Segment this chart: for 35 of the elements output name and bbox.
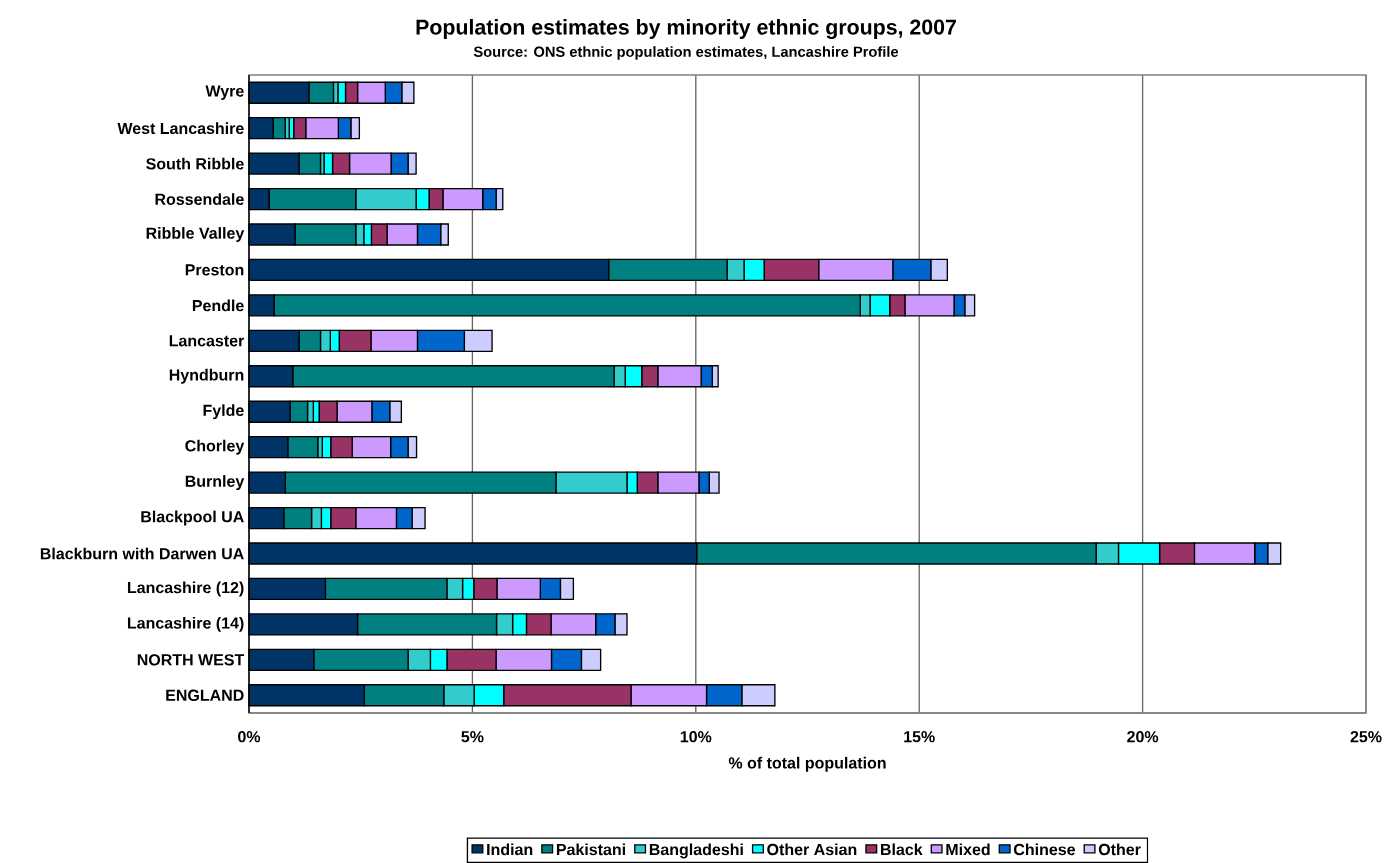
legend-label: Chinese [1013,843,1076,856]
chart-title: Population estimates by minority ethnic groups, 2007 [416,19,956,39]
y-tick-label: Lancashire (14) [127,616,244,632]
x-tick-label: 5% [461,731,484,743]
y-tick-label: Chorley [185,439,245,455]
legend-label: Pakistani [556,843,625,856]
chart-subtitle: Source: ONS ethnic population estimates, Lancashire Profile [473,46,899,60]
legend-label: Other Asian [767,843,857,856]
legend-label: Mixed [946,843,990,856]
y-tick-label: Wyre [205,85,244,100]
y-tick-label: Burnley [185,475,245,491]
x-tick-label: 0% [238,731,261,743]
y-tick-label: Preston [185,264,244,276]
y-tick-label: Rossendale [155,193,244,205]
y-tick-label: Fylde [203,404,244,420]
y-tick-label: Lancashire (12) [127,581,244,597]
legend-label: Indian [487,843,533,856]
y-tick-label: Ribble Valley [146,227,245,242]
y-tick-label: South Ribble [146,157,244,170]
x-tick-label: 10% [680,731,712,743]
y-tick-label: ENGLAND [166,689,244,701]
y-tick-label: Pendle [192,299,244,312]
y-tick-label: Blackburn with Darwen UA [40,547,244,560]
y-tick-label: NORTH WEST [137,654,245,666]
legend-label: Bangladeshi [649,843,743,859]
x-tick-label: 15% [904,731,935,743]
legend-label: Black [881,843,923,856]
y-tick-label: Lancaster [169,335,245,347]
x-axis-title: % of total population [728,756,886,772]
y-tick-label: Hyndburn [169,368,244,384]
y-tick-label: Blackpool UA [141,510,244,526]
legend-label: Other [1098,843,1141,856]
y-tick-label: West Lancashire [117,122,244,135]
x-tick-label: 20% [1127,731,1159,743]
x-tick-label: 25% [1350,731,1382,743]
